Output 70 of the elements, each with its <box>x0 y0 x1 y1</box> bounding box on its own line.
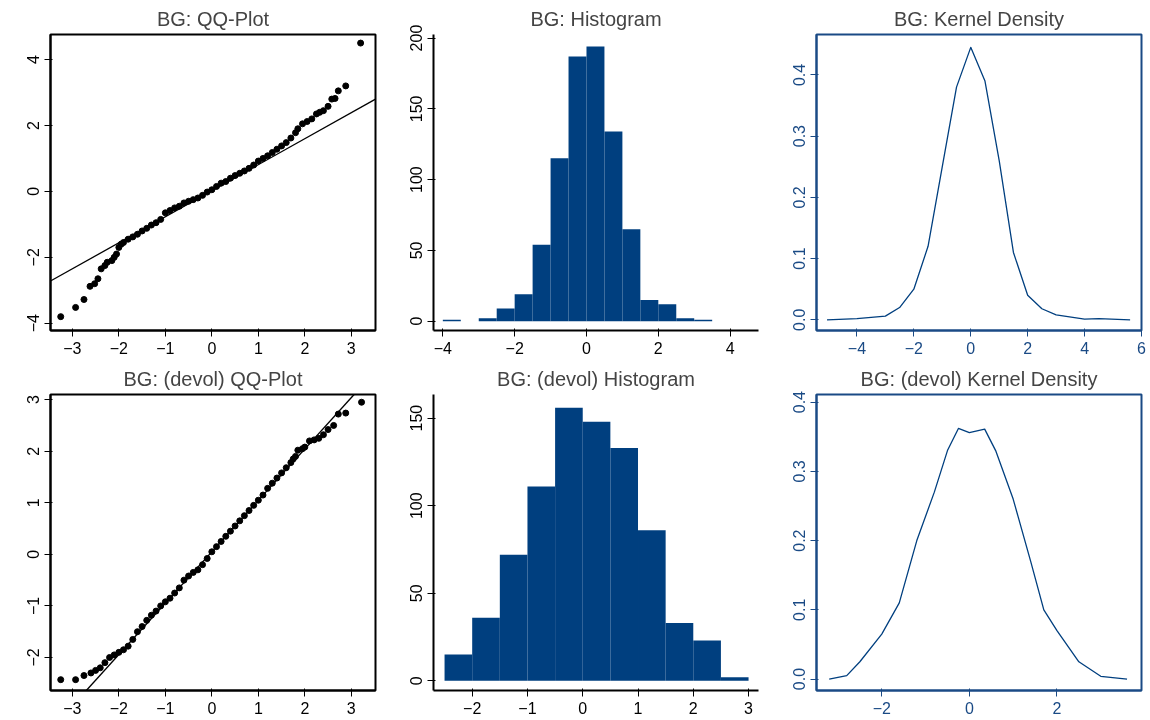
x-tick-label: −3 <box>63 699 82 717</box>
x-tick-label: −2 <box>872 699 891 717</box>
chart-title: BG: Histogram <box>530 7 662 30</box>
y-tick-label: −2 <box>25 648 43 667</box>
x-tick-label: −1 <box>518 699 537 717</box>
x-tick-label: 2 <box>1023 339 1033 357</box>
x-tick-label: −1 <box>156 699 175 717</box>
y-tick-label: 50 <box>408 584 426 603</box>
x-tick-label: 4 <box>725 339 735 357</box>
y-tick-label: 2 <box>25 446 43 456</box>
x-tick-label: 4 <box>1080 339 1090 357</box>
x-tick-label: 2 <box>300 339 310 357</box>
y-tick-label: 0 <box>25 549 43 559</box>
y-tick-label: 0.0 <box>791 667 809 691</box>
x-tick-label: 3 <box>744 699 754 717</box>
y-tick-label: 0.3 <box>791 124 809 148</box>
y-tick-label: 0.0 <box>791 308 809 331</box>
y-tick-label: 0 <box>408 676 426 686</box>
y-tick-label: 0.1 <box>791 247 809 270</box>
y-tick-label: 0.1 <box>791 598 809 621</box>
y-tick-label: 150 <box>408 95 426 123</box>
x-tick-label: 1 <box>253 699 263 717</box>
x-tick-label: 2 <box>1052 699 1062 717</box>
x-tick-label: 6 <box>1137 339 1147 357</box>
x-tick-label: 0 <box>582 339 592 357</box>
y-tick-label: 1 <box>25 498 43 508</box>
x-tick-label: 0 <box>207 699 217 717</box>
y-tick-label: 0 <box>25 186 43 196</box>
y-tick-label: 4 <box>25 55 43 64</box>
x-tick-label: 1 <box>253 339 263 357</box>
chart-title: BG: Kernel Density <box>893 7 1065 30</box>
x-tick-label: −2 <box>505 339 524 357</box>
y-tick-label: 200 <box>408 24 426 52</box>
x-tick-label: −2 <box>109 339 129 357</box>
y-tick-label: 2 <box>25 120 43 130</box>
chart-title: BG: (devol) Kernel Density <box>860 367 1098 390</box>
x-tick-label: 2 <box>300 699 310 717</box>
chart-title: BG: (devol) QQ-Plot <box>123 367 303 390</box>
x-tick-label: −4 <box>847 339 867 357</box>
x-tick-label: −2 <box>109 699 129 717</box>
x-tick-label: 0 <box>578 699 588 717</box>
x-tick-label: 2 <box>653 339 663 357</box>
y-tick-label: 150 <box>408 404 426 432</box>
y-tick-label: 0.2 <box>791 186 809 209</box>
y-tick-label: 0.2 <box>791 529 809 552</box>
y-tick-label: 0 <box>408 316 426 326</box>
x-tick-label: 3 <box>346 699 356 717</box>
y-tick-label: 3 <box>25 395 43 405</box>
x-tick-label: 0 <box>964 699 974 717</box>
x-tick-label: −2 <box>463 699 482 717</box>
y-tick-label: 0.4 <box>791 63 809 87</box>
x-tick-label: −4 <box>433 339 453 357</box>
x-tick-label: −1 <box>156 339 175 357</box>
y-tick-label: 0.4 <box>791 390 809 414</box>
chart-title: BG: (devol) Histogram <box>497 367 695 390</box>
y-tick-label: 50 <box>408 241 426 260</box>
y-tick-label: −4 <box>25 314 43 333</box>
x-tick-label: 0 <box>966 339 976 357</box>
y-tick-label: 100 <box>408 492 426 520</box>
x-tick-label: 2 <box>688 699 698 717</box>
y-tick-label: 0.3 <box>791 460 809 483</box>
x-tick-label: 0 <box>207 339 217 357</box>
x-tick-label: −3 <box>63 339 82 357</box>
chart-title: BG: QQ-Plot <box>156 7 270 30</box>
y-tick-label: 100 <box>408 166 426 193</box>
y-tick-label: −1 <box>25 596 43 616</box>
x-tick-label: 3 <box>346 339 356 357</box>
x-tick-label: 1 <box>633 699 643 717</box>
y-tick-label: −2 <box>25 248 43 267</box>
x-tick-label: −2 <box>904 339 924 357</box>
